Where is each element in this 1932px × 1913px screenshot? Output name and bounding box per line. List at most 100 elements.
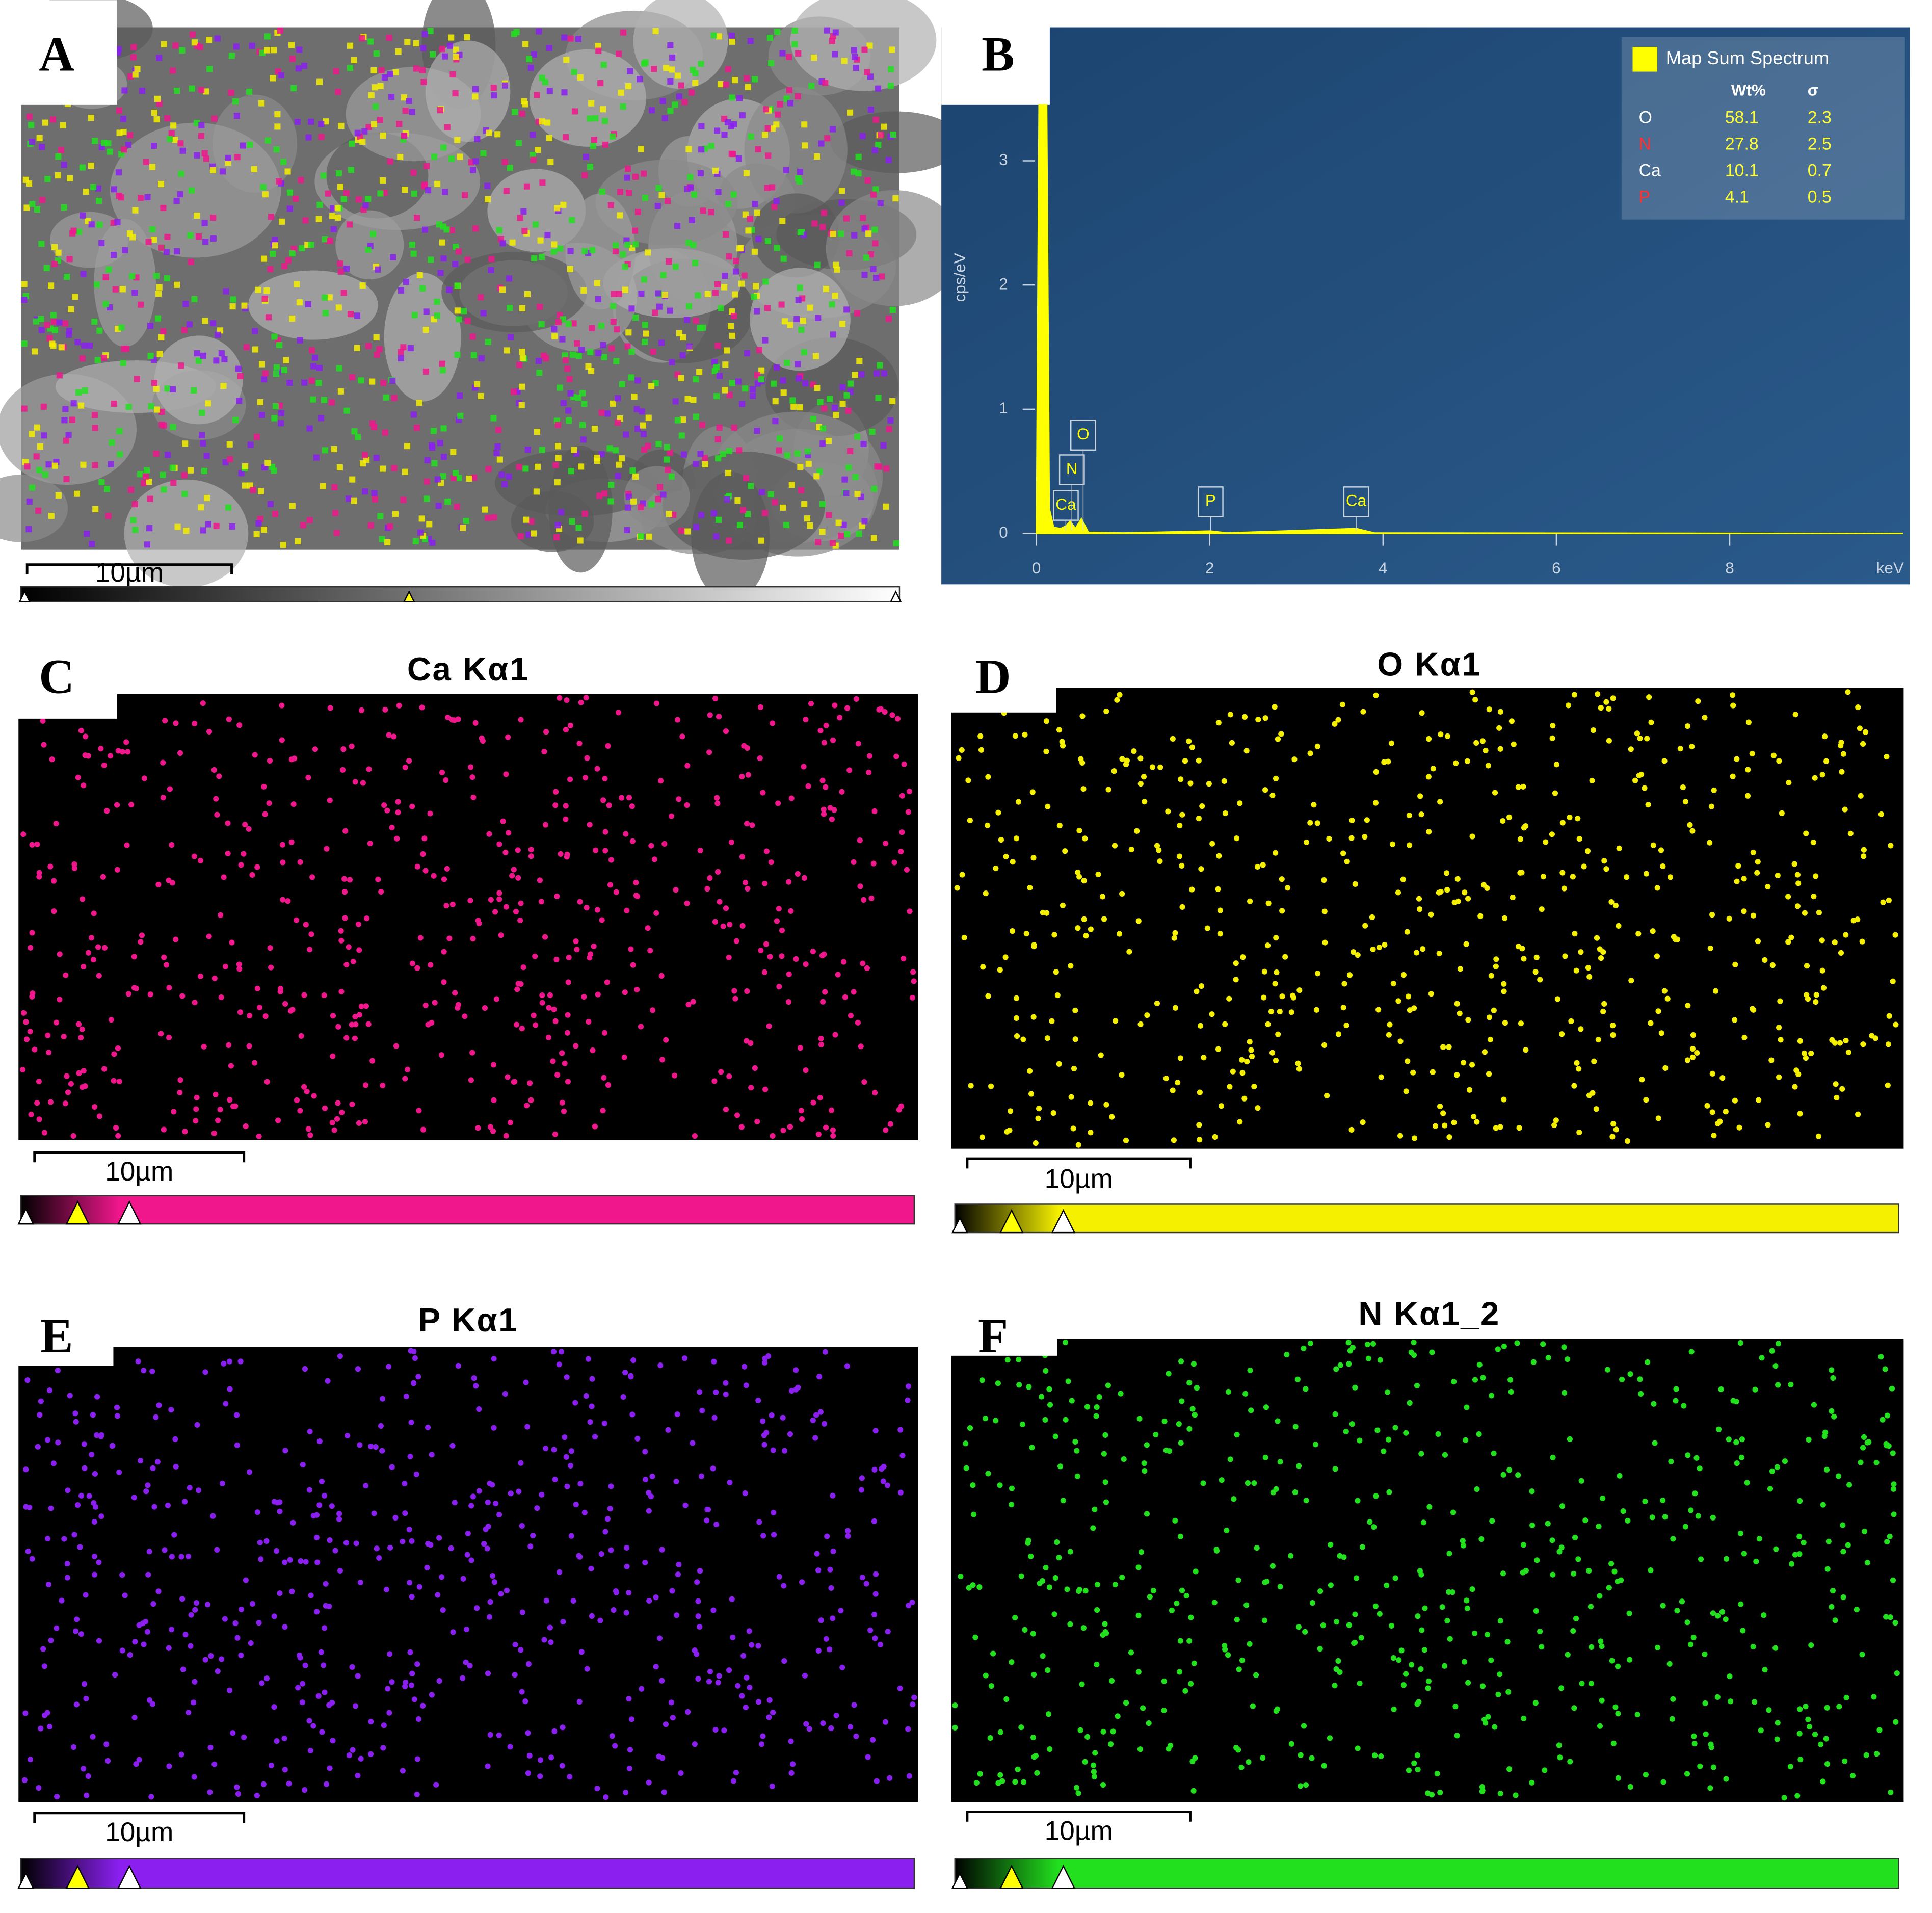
element-dot [977, 1771, 983, 1777]
element-dot [587, 1419, 593, 1425]
element-dot [279, 702, 285, 709]
element-dot [1050, 1110, 1056, 1116]
element-dot [478, 392, 484, 400]
element-dot [55, 1368, 61, 1374]
element-dot [44, 322, 50, 328]
element-dot [530, 152, 536, 159]
grain [441, 251, 587, 333]
element-dot [1644, 736, 1650, 742]
element-dot [779, 50, 786, 57]
element-dot [133, 985, 139, 991]
element-dot [238, 1652, 244, 1659]
element-dot [1540, 1341, 1546, 1347]
element-dot [633, 893, 640, 899]
element-dot [307, 1132, 313, 1138]
element-dot [1610, 1121, 1617, 1127]
color-bar [20, 1195, 915, 1225]
element-dot [438, 1052, 445, 1058]
element-dot [669, 66, 675, 73]
element-dot [493, 450, 500, 457]
element-dot [506, 830, 512, 836]
element-dot [1634, 730, 1640, 737]
element-dot [200, 527, 206, 534]
element-dot [1254, 863, 1261, 870]
element-dot [156, 284, 163, 291]
element-dot [806, 1726, 812, 1732]
element-dot [539, 447, 545, 453]
element-dot [626, 1696, 632, 1702]
element-dot [648, 843, 654, 849]
element-dot [538, 1757, 544, 1763]
element-dot [861, 897, 867, 903]
element-dot [659, 98, 666, 104]
element-dot [732, 995, 738, 1002]
element-dot [268, 214, 275, 220]
element-dot [1274, 1706, 1281, 1712]
element-dot [203, 155, 209, 162]
element-dot [646, 1597, 652, 1604]
element-dot [1816, 909, 1822, 915]
element-dot [710, 1465, 716, 1472]
element-dot [660, 491, 667, 498]
element-dot [1693, 1455, 1700, 1461]
element-dot [1277, 1008, 1283, 1015]
element-dot [797, 464, 804, 470]
element-dot [1340, 1005, 1346, 1011]
element-dot [1349, 817, 1355, 824]
element-dot [1493, 956, 1499, 962]
element-dot [1464, 1597, 1470, 1604]
element-dot [172, 137, 178, 143]
element-dot [1514, 1340, 1520, 1346]
element-dot [232, 416, 239, 424]
element-dot [1694, 1050, 1700, 1056]
element-dot [1767, 1486, 1774, 1492]
element-dot [422, 326, 429, 333]
element-dot [247, 141, 253, 148]
element-dot [1643, 1097, 1649, 1103]
element-dot [129, 273, 136, 279]
element-dot [872, 1591, 879, 1597]
element-dot [147, 353, 154, 359]
element-dot [507, 165, 513, 171]
element-dot [763, 941, 770, 947]
element-dot [1196, 757, 1202, 764]
element-dot [34, 841, 40, 847]
element-dot [717, 899, 723, 905]
element-dot [473, 1383, 479, 1389]
element-dot [1135, 918, 1142, 924]
element-dot [1863, 1752, 1869, 1758]
element-dot [1829, 1037, 1835, 1043]
element-dot [608, 857, 614, 863]
element-dot [58, 344, 65, 351]
element-dot [791, 27, 798, 34]
element-dot [1091, 1769, 1097, 1775]
element-dot [333, 68, 339, 74]
element-dot [1744, 793, 1751, 799]
element-dot [1307, 1340, 1313, 1346]
element-dot [753, 283, 759, 290]
element-dot [744, 821, 750, 827]
element-dot [856, 531, 862, 537]
element-dot [1515, 1472, 1521, 1478]
element-dot [646, 533, 652, 540]
element-dot [1422, 1605, 1428, 1611]
element-dot [843, 490, 850, 496]
element-dot [327, 238, 333, 244]
element-dot [463, 1659, 469, 1665]
element-dot [65, 1089, 71, 1095]
element-dot [127, 73, 134, 80]
element-dot [1842, 806, 1848, 813]
element-dot [1801, 1050, 1807, 1056]
element-dot [1298, 1752, 1304, 1758]
element-dot [1611, 1568, 1618, 1575]
element-dot [1101, 1451, 1107, 1457]
element-dot [424, 457, 431, 463]
element-dot [1348, 835, 1355, 841]
element-dot [367, 522, 374, 529]
element-dot [84, 1792, 90, 1798]
element-dot [609, 1733, 615, 1739]
element-dot [1090, 1762, 1097, 1768]
element-dot [400, 1768, 406, 1774]
element-dot [1102, 1432, 1108, 1438]
element-dot [170, 480, 177, 486]
